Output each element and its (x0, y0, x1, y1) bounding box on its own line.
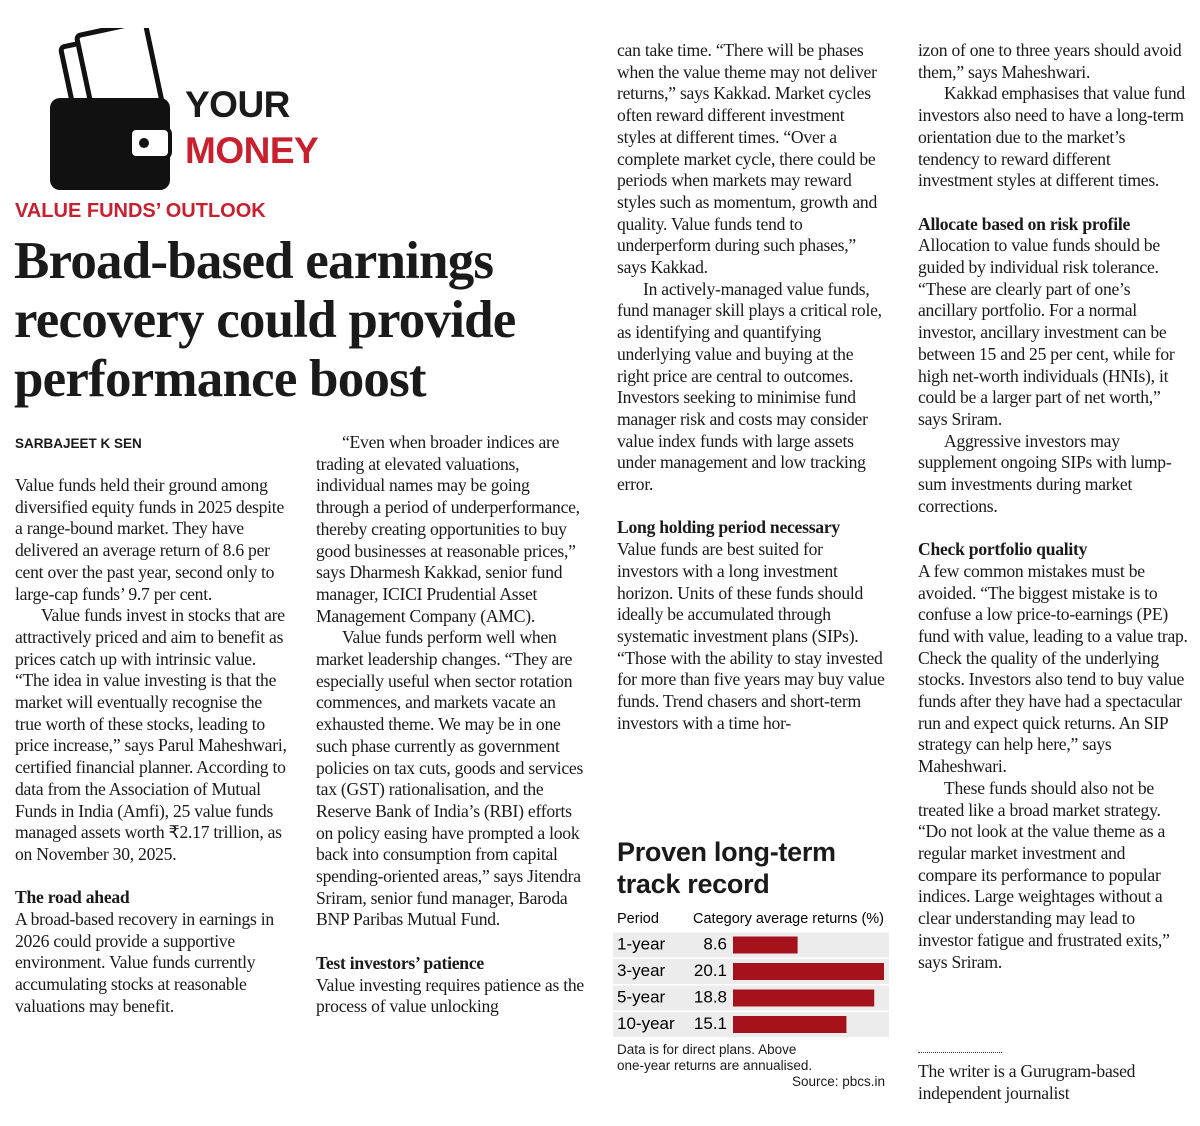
subheading: Check portfolio quality (918, 539, 1088, 560)
column: “Even when broader indices are trading a… (316, 432, 584, 1018)
paragraph: A few common mistakes must be avoided. “… (918, 560, 1188, 777)
subheading: Allocate based on risk profile (918, 213, 1131, 234)
row-label: 1-year (617, 934, 666, 953)
kicker: VALUE FUNDS’ OUTLOOK (15, 200, 266, 222)
column: can take time. “There will be phases whe… (617, 40, 887, 734)
paragraph: A broad-based recovery in earnings in 20… (15, 909, 274, 1016)
bar (733, 936, 798, 954)
subheading: Long holding period necessary (617, 517, 840, 538)
row-label: 5-year (617, 987, 666, 1006)
value-label: 15.1 (694, 1014, 727, 1033)
bar (733, 989, 875, 1007)
column: Value funds held their ground among dive… (15, 475, 287, 1018)
wallet-icon (50, 28, 172, 190)
separator (918, 1052, 1002, 1053)
paragraph: Value funds held their ground among dive… (15, 475, 285, 604)
row-label: 3-year (617, 961, 666, 980)
section-title: YOUR (185, 84, 290, 125)
column-header: Category average returns (%) (693, 911, 884, 927)
paragraph: can take time. “There will be phases whe… (617, 40, 878, 278)
bar (733, 1016, 847, 1033)
chart: Period Category average returns (%) 1-year… (613, 911, 889, 1037)
paragraph: “Even when broader indices are trading a… (316, 432, 580, 626)
headline: Broad-based earnings recovery could prov… (14, 232, 516, 409)
subheading: Test investors’ patience (316, 952, 484, 973)
headline-line: performance boost (14, 350, 427, 408)
paragraph: Value funds perform well when market lea… (316, 627, 584, 930)
subheading: The road ahead (15, 887, 130, 908)
paragraph: izon of one to three years should avoid … (918, 40, 1182, 82)
byline: SARBAJEET K SEN (15, 436, 142, 451)
paragraph: Aggressive investors may supplement ongo… (918, 430, 1172, 516)
paragraph: Kakkad emphasises that value fund invest… (918, 83, 1185, 191)
column-header: Period (617, 911, 659, 927)
value-label: 20.1 (694, 961, 727, 980)
chart-title: Proven long-term track record (617, 837, 836, 899)
footer: The writer is a Gurugram-based independe… (918, 1061, 1136, 1103)
paragraph: These funds should also not be treated l… (918, 777, 1170, 972)
paragraph: Value investing requires patience as the… (316, 974, 584, 1017)
headline-line: recovery could provide (14, 291, 516, 349)
row-label: 10-year (617, 1014, 675, 1033)
chart-notes: Data is for direct plans. Above one-year… (617, 1042, 813, 1073)
paragraph: Value funds invest in stocks that are at… (15, 605, 287, 864)
paragraph: In actively-managed value funds, fund ma… (617, 278, 882, 495)
paragraph: Allocation to value funds should be guid… (918, 235, 1175, 429)
section-title: MONEY (185, 130, 319, 171)
chart-source: Source: pbcs.in (791, 1074, 885, 1089)
value-label: 18.8 (694, 987, 727, 1006)
value-label: 8.6 (703, 934, 727, 953)
paragraph: Value funds are best suited for investor… (617, 539, 885, 733)
bar (733, 963, 884, 980)
column: izon of one to three years should avoid … (918, 40, 1188, 973)
headline-line: Broad-based earnings (14, 232, 494, 290)
